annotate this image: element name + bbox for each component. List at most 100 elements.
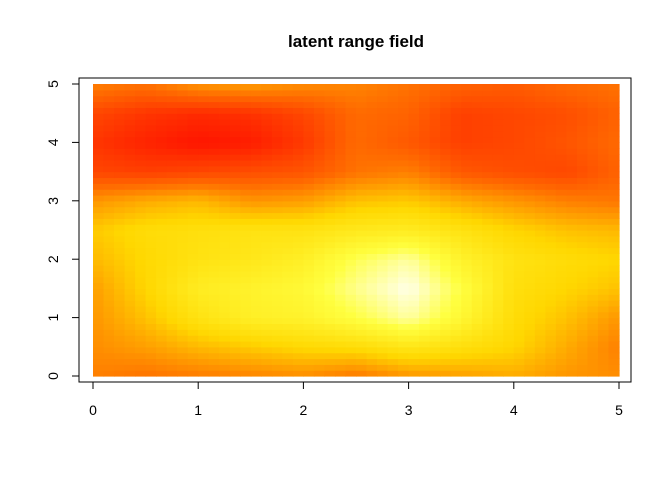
heat-cell — [482, 130, 494, 138]
heat-cell — [534, 194, 546, 202]
heat-cell — [513, 335, 525, 342]
heat-cell — [597, 119, 610, 126]
heat-cell — [471, 107, 483, 114]
heat-cell — [240, 340, 252, 348]
heat-cell — [566, 136, 578, 143]
heat-cell — [513, 194, 525, 202]
heat-cell — [124, 154, 136, 161]
heat-cell — [93, 206, 105, 214]
heat-cell — [545, 253, 557, 260]
heat-cell — [534, 270, 546, 278]
heat-cell — [555, 300, 567, 307]
heat-cell — [166, 230, 178, 237]
heat-cell — [135, 300, 147, 307]
heat-cell — [545, 200, 557, 208]
heat-cell — [334, 317, 347, 325]
heat-cell — [503, 329, 515, 336]
heat-cell — [292, 165, 304, 173]
heat-cell — [366, 276, 378, 284]
heat-cell — [324, 270, 336, 278]
heat-cell — [313, 294, 326, 301]
heat-cell — [93, 230, 105, 237]
heat-cell — [114, 241, 126, 249]
heat-cell — [356, 89, 368, 97]
heat-cell — [387, 130, 399, 138]
heat-cell — [334, 305, 347, 313]
heat-cell — [482, 142, 494, 149]
heat-cell — [229, 259, 241, 266]
heat-cell — [503, 206, 515, 214]
heat-cell — [187, 165, 199, 173]
heat-cell — [429, 259, 441, 266]
heat-cell — [303, 358, 315, 365]
heat-cell — [208, 300, 220, 307]
heat-cell — [587, 95, 599, 103]
heat-cell — [282, 230, 294, 237]
heat-cell — [608, 136, 620, 143]
heat-cell — [513, 358, 525, 365]
heat-cell — [377, 352, 389, 360]
heat-cell — [145, 218, 157, 225]
heat-cell — [282, 119, 294, 126]
heat-cell — [345, 148, 357, 155]
heat-cell — [198, 194, 210, 202]
heat-cell — [377, 159, 389, 167]
heat-cell — [114, 194, 126, 202]
heat-cell — [282, 323, 294, 330]
heat-cell — [398, 235, 410, 243]
heat-cell — [408, 200, 420, 208]
heat-cell — [566, 148, 578, 155]
heat-cell — [187, 230, 199, 237]
heat-cell — [345, 235, 357, 243]
heat-cell — [93, 323, 105, 330]
heat-cell — [534, 95, 546, 103]
heat-cell — [492, 311, 504, 319]
heat-cell — [93, 154, 105, 161]
heat-cell — [114, 84, 126, 91]
heat-cell — [208, 265, 220, 272]
heat-cell — [313, 189, 326, 196]
heat-cell — [261, 235, 273, 243]
heat-cell — [440, 224, 452, 231]
heat-cell — [208, 346, 220, 354]
heat-cell — [250, 230, 262, 237]
heat-cell — [534, 230, 546, 237]
heat-cell — [156, 148, 168, 155]
heat-cell — [103, 206, 115, 214]
heat-cell — [334, 282, 347, 289]
heat-cell — [103, 154, 115, 161]
heat-cell — [229, 159, 241, 167]
heat-cell — [398, 130, 410, 138]
heat-cell — [345, 259, 357, 266]
heat-cell — [156, 247, 168, 254]
heat-cell — [461, 113, 473, 120]
heat-cell — [271, 364, 283, 371]
heat-cell — [503, 148, 515, 155]
heat-cell — [482, 364, 494, 371]
heat-cell — [145, 101, 157, 108]
heat-cell — [440, 189, 452, 196]
heat-cell — [187, 142, 199, 149]
heat-cell — [524, 119, 536, 126]
heat-cell — [471, 148, 483, 155]
heat-cell — [534, 346, 546, 354]
heat-cell — [471, 370, 483, 377]
heat-cell — [387, 352, 399, 360]
heat-cell — [356, 206, 368, 214]
heat-cell — [356, 294, 368, 301]
heat-cell — [292, 253, 304, 260]
heat-cell — [208, 218, 220, 225]
heat-cell — [377, 113, 389, 120]
heat-cell — [187, 247, 199, 254]
heat-cell — [450, 206, 462, 214]
heat-cell — [419, 329, 431, 336]
heat-cell — [198, 364, 210, 371]
heat-cell — [345, 265, 357, 272]
heat-cell — [377, 154, 389, 161]
heat-cell — [587, 247, 599, 254]
heat-cell — [124, 340, 136, 348]
heat-cell — [429, 136, 441, 143]
heat-cell — [492, 101, 504, 108]
heat-cell — [345, 346, 357, 354]
heat-cell — [492, 89, 504, 97]
